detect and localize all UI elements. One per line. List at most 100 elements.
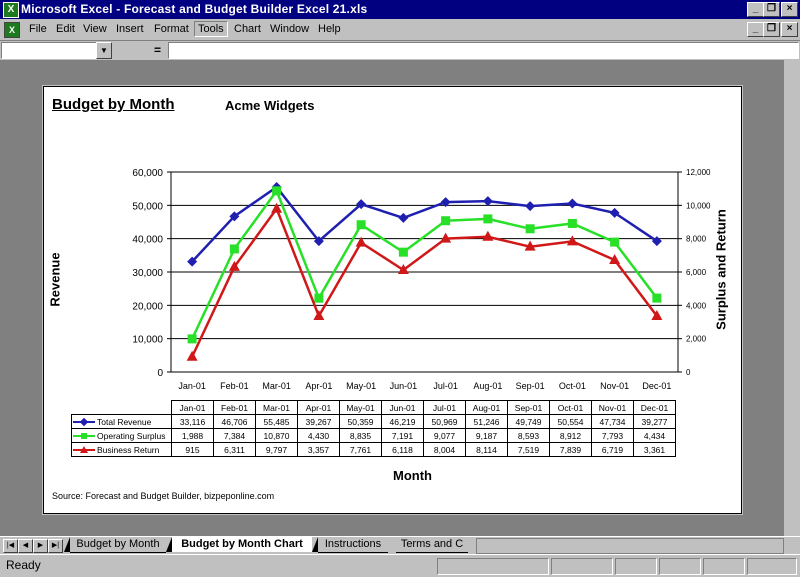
data-table-month-header: Jan-01 [171, 400, 214, 415]
data-table-value: 7,191 [381, 428, 424, 443]
x-tick-label: Mar-01 [262, 381, 291, 391]
legend-label: Total Revenue [97, 416, 152, 427]
y-left-tick-label: 30,000 [132, 268, 163, 279]
menu-window[interactable]: Window [270, 23, 310, 35]
menu-file[interactable]: File [29, 23, 47, 35]
name-box[interactable] [1, 42, 98, 59]
data-table-month-header: Sep-01 [507, 400, 550, 415]
tab-label: Budget by Month Chart [181, 538, 303, 550]
square-point [525, 224, 535, 234]
square-point [356, 220, 366, 230]
data-table-month-header: Mar-01 [255, 400, 298, 415]
menu-help[interactable]: Help [318, 23, 341, 35]
triangle-point [271, 202, 283, 213]
tab-budget-by-month-chart[interactable]: Budget by Month Chart [166, 537, 312, 552]
data-table-value: 7,839 [549, 442, 592, 457]
window-title: Microsoft Excel - Forecast and Budget Bu… [21, 2, 368, 16]
data-table-value: 9,797 [255, 442, 298, 457]
edit-formula-button[interactable]: = [154, 43, 162, 57]
diamond-point [440, 197, 451, 208]
chart-area[interactable]: 0 10,000 20,000 30,000 40,000 50,000 60,000 0 2,… [43, 86, 742, 514]
tab-budget-by-month[interactable]: Budget by Month [64, 537, 166, 553]
x-tick-label: Aug-01 [473, 381, 502, 391]
data-table-value: 55,485 [255, 414, 298, 429]
y-left-tick-label: 60,000 [132, 168, 163, 179]
y-right-tick-label: 12,000 [686, 168, 711, 177]
y-right-tick-label: 2,000 [686, 335, 707, 344]
data-table-value: 51,246 [465, 414, 508, 429]
square-point [652, 293, 662, 303]
name-box-dropdown-icon[interactable]: ▼ [96, 42, 112, 59]
workbook-icon[interactable]: X [4, 22, 20, 38]
menu-chart[interactable]: Chart [234, 23, 261, 35]
data-table-value: 915 [171, 442, 214, 457]
prev-sheet-icon[interactable]: ◀ [18, 539, 33, 553]
square-point [567, 218, 577, 228]
legend-label: Business Return [97, 444, 160, 455]
next-sheet-icon[interactable]: ▶ [33, 539, 48, 553]
chart-data-table[interactable]: Jan-01 Feb-01 Mar-01 Apr-01 May-01 Jun-01 Jul-… [71, 400, 676, 457]
first-sheet-icon[interactable]: |◀ [3, 539, 18, 553]
close-button[interactable]: × [781, 2, 798, 17]
diamond-point [187, 256, 198, 267]
x-tick-label: Jan-01 [178, 381, 206, 391]
triangle-point [482, 230, 494, 241]
triangle-point [566, 235, 578, 246]
data-table-value: 8,593 [507, 428, 550, 443]
last-sheet-icon[interactable]: ▶| [48, 539, 63, 553]
data-table-value: 7,384 [213, 428, 256, 443]
tab-label: Terms and C [400, 538, 464, 550]
square-point [483, 214, 493, 224]
formula-input[interactable] [168, 42, 799, 59]
y-right-tick-label: 4,000 [686, 301, 707, 310]
data-table-value: 7,793 [591, 428, 634, 443]
y-left-tick-label: 0 [157, 368, 163, 379]
diamond-point [398, 212, 409, 223]
data-table-corner [72, 401, 172, 415]
square-point [187, 334, 197, 344]
diamond-marker-icon [73, 418, 95, 426]
excel-app-icon[interactable]: X [3, 2, 19, 18]
tab-terms[interactable]: Terms and C [396, 537, 468, 553]
status-cell [551, 558, 613, 575]
menu-format[interactable]: Format [154, 23, 189, 35]
doc-close-button[interactable]: × [781, 22, 798, 37]
chart-subtitle[interactable]: Acme Widgets [225, 98, 315, 113]
sheet-tab-bar: |◀ ◀ ▶ ▶| Budget by Month Budget by Mont… [0, 536, 800, 554]
series-line-1 [190, 188, 658, 340]
menu-insert[interactable]: Insert [116, 23, 144, 35]
data-table-value: 6,719 [591, 442, 634, 457]
y-left-tick-label: 50,000 [132, 201, 163, 212]
title-bar: X Microsoft Excel - Forecast and Budget … [0, 0, 800, 19]
menu-edit[interactable]: Edit [56, 23, 75, 35]
doc-restore-button[interactable]: ❐ [763, 22, 780, 37]
horizontal-scrollbar[interactable] [476, 538, 784, 554]
y-axis-right-title[interactable]: Surplus and Return [713, 209, 729, 330]
data-table-value: 3,357 [297, 442, 340, 457]
menu-tools[interactable]: Tools [194, 21, 228, 37]
legend-total-revenue: Total Revenue [71, 414, 172, 429]
x-tick-label: Oct-01 [559, 381, 586, 391]
data-table-month-header: Jul-01 [423, 400, 466, 415]
tab-instructions[interactable]: Instructions [312, 537, 388, 553]
x-axis-title[interactable]: Month [393, 468, 432, 483]
chart-title[interactable]: Budget by Month [52, 96, 175, 113]
diamond-point [567, 198, 578, 209]
data-table-value: 8,004 [423, 442, 466, 457]
y-right-tick-label: 8,000 [686, 235, 707, 244]
triangle-marker-icon [73, 446, 95, 454]
square-point [398, 247, 408, 257]
restore-button[interactable]: ❐ [763, 2, 780, 17]
diamond-point [356, 199, 367, 210]
data-table-row-operating-surplus: Operating Surplus 1,988 7,384 10,870 4,430 8… [71, 428, 676, 443]
doc-minimize-button[interactable]: _ [747, 22, 764, 37]
minimize-button[interactable]: _ [747, 2, 764, 17]
y-axis-left-title[interactable]: Revenue [47, 252, 63, 307]
menu-view[interactable]: View [83, 23, 107, 35]
x-tick-label: Jun-01 [390, 381, 418, 391]
vertical-scrollbar[interactable] [784, 60, 798, 536]
y-left-tick-label: 20,000 [132, 301, 163, 312]
data-table-value: 6,311 [213, 442, 256, 457]
x-tick-label: Dec-01 [642, 381, 671, 391]
data-table-value: 46,219 [381, 414, 424, 429]
